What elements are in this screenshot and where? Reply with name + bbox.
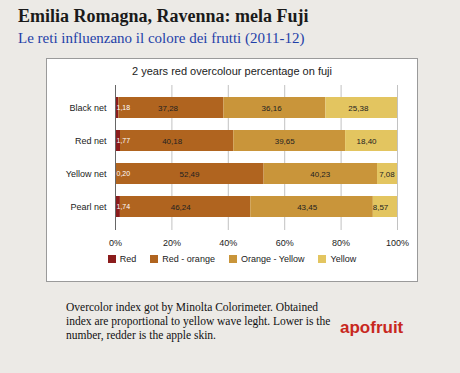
svg-text:1,74: 1,74 <box>117 203 131 210</box>
svg-text:0%: 0% <box>109 238 122 248</box>
svg-text:20%: 20% <box>163 238 181 248</box>
svg-text:43,45: 43,45 <box>297 203 318 212</box>
svg-text:46,24: 46,24 <box>171 203 192 212</box>
svg-text:0,20: 0,20 <box>117 170 131 177</box>
svg-text:60%: 60% <box>276 238 294 248</box>
svg-text:Pearl net: Pearl net <box>70 202 107 212</box>
svg-text:52,49: 52,49 <box>179 170 200 179</box>
svg-text:1,77: 1,77 <box>117 137 131 144</box>
html-text:Overcolor index got by Minolta: Overcolor index got by Minolta Colorimet… <box>66 301 331 341</box>
svg-text:36,16: 36,16 <box>262 104 283 113</box>
html-text:Le reti influenzano il colore: Le reti influenzano il colore dei frutti… <box>18 30 305 46</box>
html-text:Red: Red <box>119 254 137 264</box>
html-text:Yellow: Yellow <box>330 254 357 264</box>
svg-text:Red net: Red net <box>75 136 107 146</box>
svg-text:7,08: 7,08 <box>379 170 395 179</box>
svg-text:37,28: 37,28 <box>158 104 179 113</box>
svg-text:80%: 80% <box>332 238 350 248</box>
html-text:Emilia Romagna, Ravenna: mela: Emilia Romagna, Ravenna: mela Fuji <box>18 6 309 26</box>
html-text:Orange - Yellow: Orange - Yellow <box>240 254 305 264</box>
svg-text:40,23: 40,23 <box>310 170 331 179</box>
svg-text:25,38: 25,38 <box>348 104 369 113</box>
html-text:2 years red overcolour percent: 2 years red overcolour percentage on fuj… <box>132 65 332 77</box>
svg-text:40%: 40% <box>219 238 237 248</box>
html-text:apofruit: apofruit <box>340 318 404 337</box>
html-text:Red - orange: Red - orange <box>162 254 215 264</box>
svg-text:1,18: 1,18 <box>117 104 131 111</box>
svg-text:Black net: Black net <box>69 103 107 113</box>
svg-text:Yellow net: Yellow net <box>66 169 107 179</box>
svg-text:40,18: 40,18 <box>162 137 183 146</box>
svg-text:8,57: 8,57 <box>373 203 389 212</box>
svg-text:18,40: 18,40 <box>357 137 378 146</box>
svg-text:39,65: 39,65 <box>275 137 296 146</box>
svg-text:100%: 100% <box>386 238 409 248</box>
